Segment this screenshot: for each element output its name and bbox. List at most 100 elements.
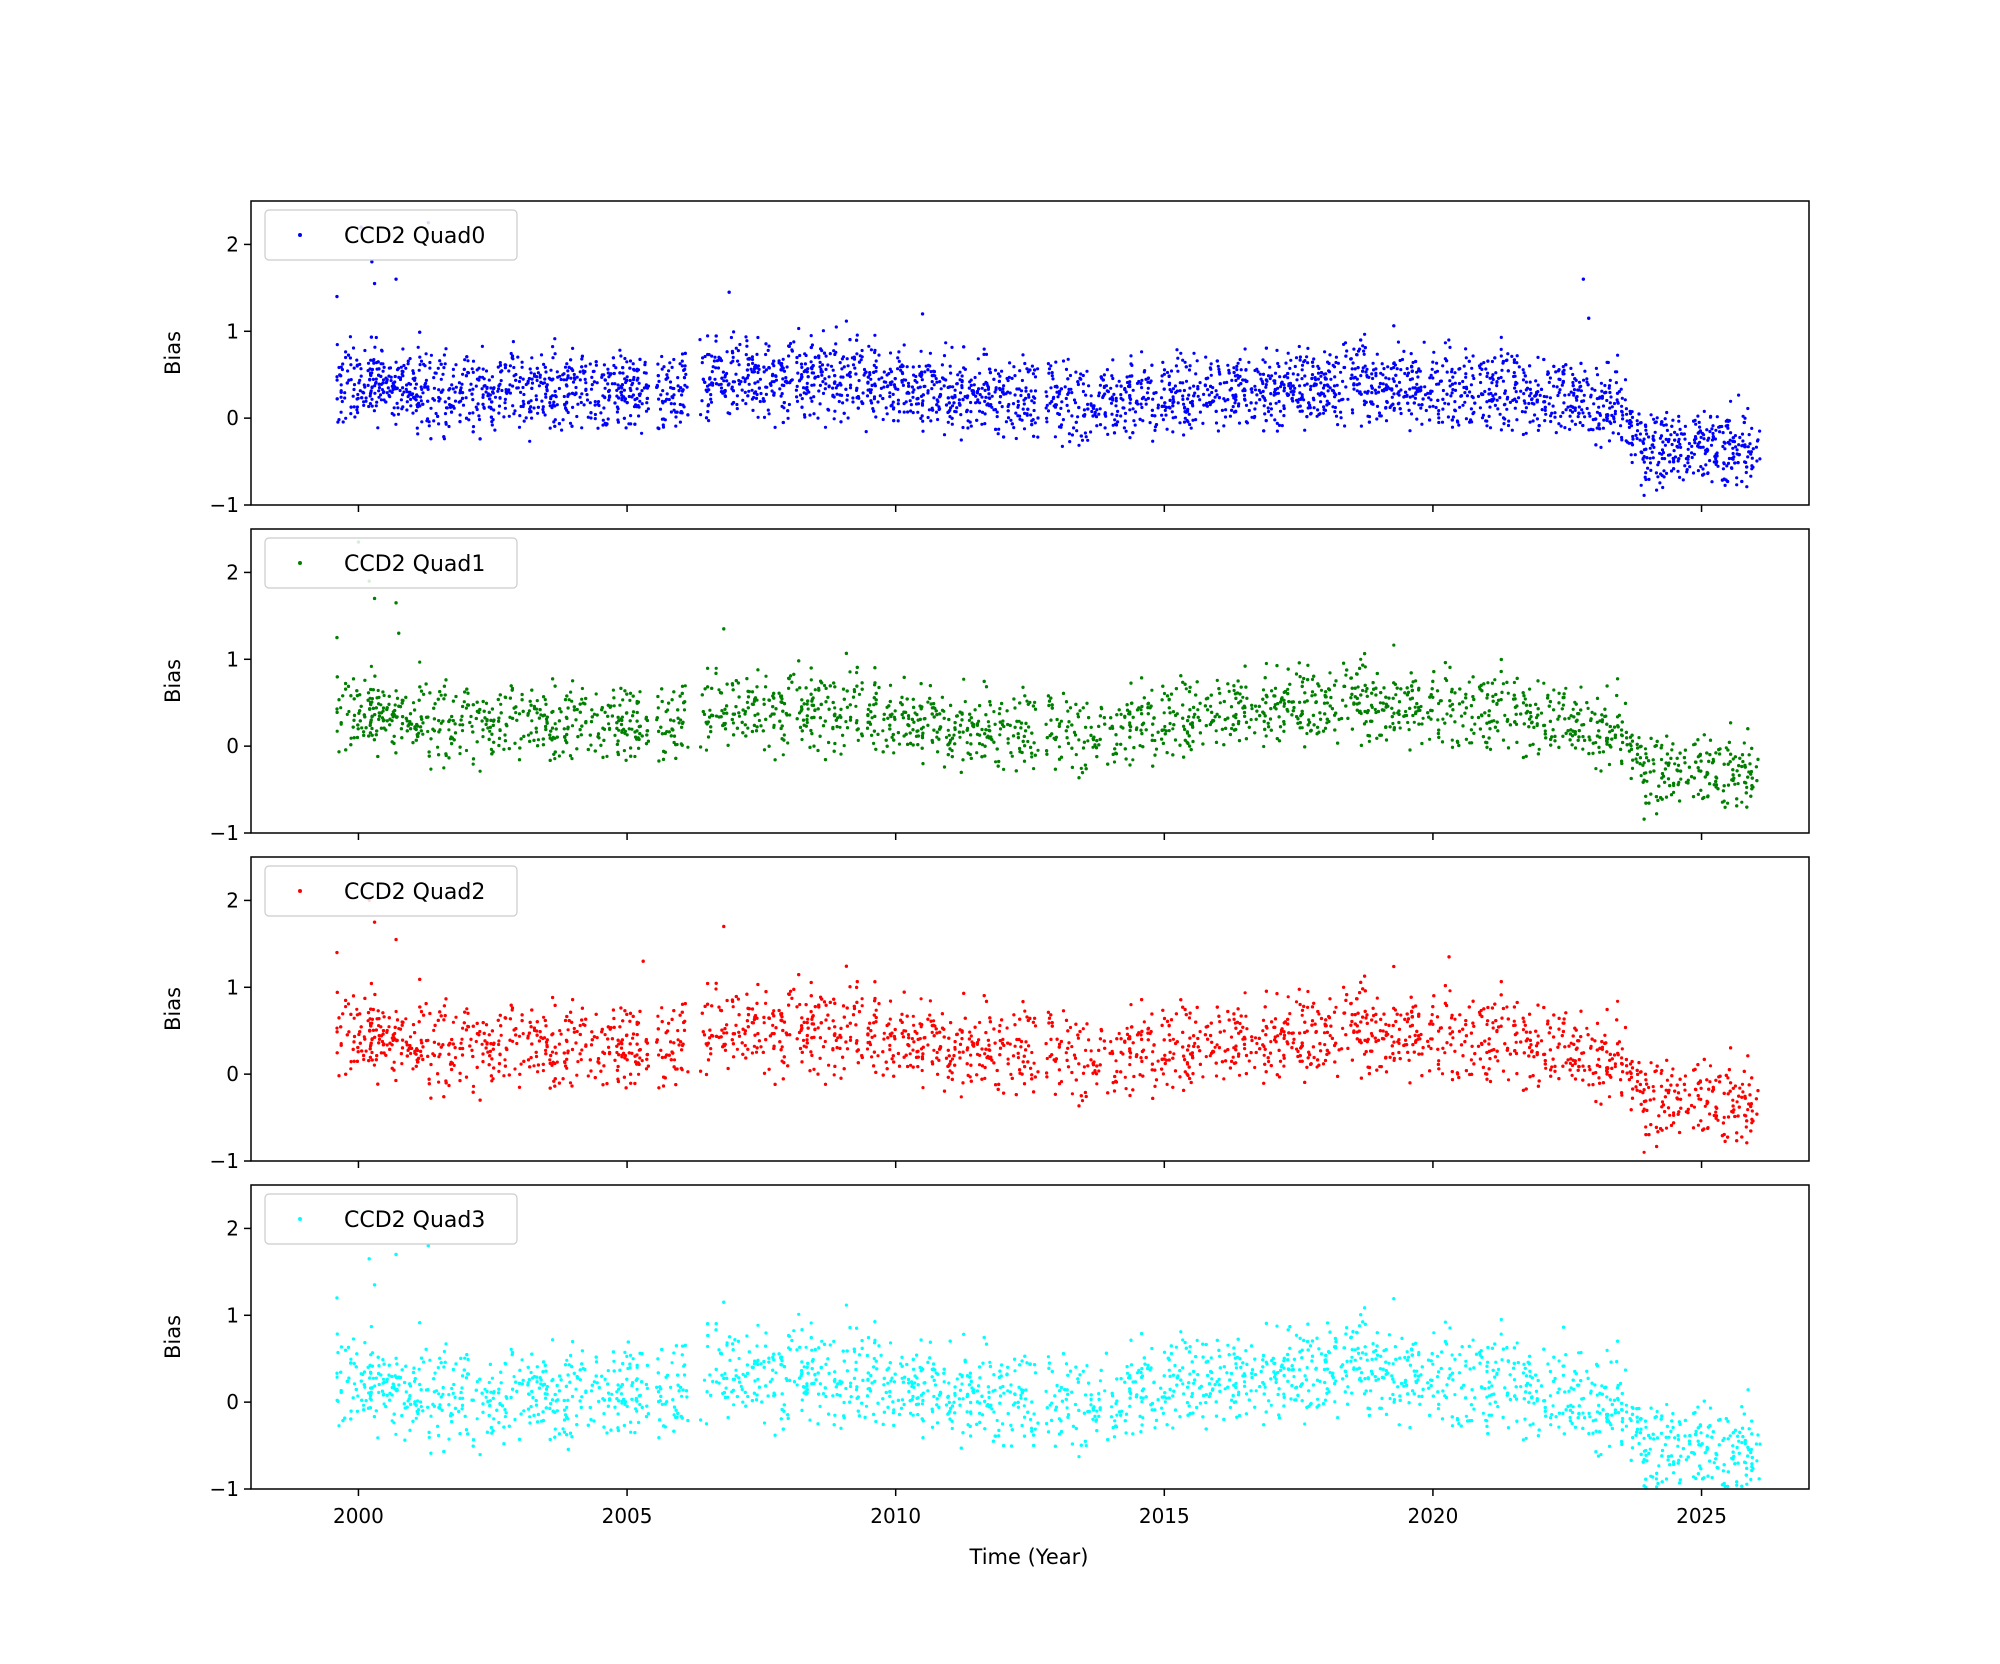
data-point — [1625, 412, 1629, 416]
data-point — [764, 352, 768, 357]
data-point — [976, 357, 980, 361]
data-point — [638, 357, 642, 361]
data-point — [1390, 395, 1394, 399]
data-point — [1569, 404, 1573, 408]
data-point — [1014, 411, 1018, 415]
data-point — [356, 392, 360, 397]
data-point — [838, 361, 842, 365]
data-point — [959, 413, 963, 417]
data-point — [379, 374, 383, 378]
data-point — [882, 385, 886, 389]
data-point — [1282, 389, 1286, 393]
data-point — [1590, 387, 1594, 391]
data-point — [1151, 439, 1155, 443]
data-point — [1457, 423, 1461, 427]
data-point — [1415, 382, 1419, 386]
data-point — [1310, 376, 1314, 381]
data-point — [529, 371, 533, 375]
data-point — [1243, 397, 1247, 401]
data-point — [926, 389, 930, 393]
data-point — [872, 397, 877, 401]
data-point — [1190, 402, 1194, 406]
data-point — [543, 365, 547, 369]
data-point — [593, 412, 598, 417]
data-point — [1417, 386, 1421, 390]
data-point — [1524, 380, 1528, 384]
data-point — [677, 389, 681, 393]
data-point — [1009, 418, 1013, 422]
data-point — [1133, 410, 1138, 414]
data-point — [437, 388, 441, 392]
data-point — [1077, 405, 1081, 410]
data-point — [519, 390, 523, 394]
data-point — [1168, 398, 1172, 402]
data-point — [631, 378, 636, 382]
data-point — [339, 383, 343, 387]
data-point — [1366, 414, 1370, 418]
data-point — [1642, 437, 1646, 441]
data-point — [1309, 411, 1313, 415]
data-point — [1728, 438, 1732, 442]
data-point — [1131, 388, 1135, 392]
data-point — [744, 335, 748, 339]
data-point — [1457, 381, 1462, 386]
data-point — [1701, 445, 1705, 449]
data-point — [432, 386, 436, 390]
data-point — [1140, 378, 1144, 382]
data-point — [1447, 338, 1451, 342]
data-point — [770, 389, 774, 393]
data-point — [477, 414, 481, 418]
data-point — [1660, 448, 1665, 452]
data-point — [865, 394, 870, 398]
data-point — [646, 407, 651, 411]
outlier-point — [335, 294, 339, 299]
data-point — [806, 375, 810, 379]
data-point — [906, 381, 911, 385]
data-point — [518, 414, 522, 418]
data-point — [1243, 388, 1247, 393]
data-point — [1367, 420, 1371, 424]
data-point — [944, 403, 949, 407]
data-point — [1156, 406, 1160, 410]
data-point — [891, 392, 895, 396]
data-point — [586, 415, 590, 419]
data-point — [768, 382, 773, 386]
data-point — [1087, 384, 1091, 388]
data-point — [892, 383, 897, 387]
data-point — [1677, 414, 1681, 418]
data-point — [1253, 407, 1257, 411]
data-point — [368, 377, 372, 381]
data-point — [1264, 346, 1268, 350]
data-point — [873, 333, 877, 337]
data-point — [1426, 391, 1430, 395]
data-point — [1415, 417, 1419, 421]
data-point — [613, 401, 617, 405]
data-point — [589, 416, 593, 420]
data-point — [817, 389, 821, 393]
data-point — [1370, 391, 1374, 395]
data-point — [1183, 416, 1187, 420]
data-point — [821, 380, 825, 384]
data-point — [1005, 376, 1009, 381]
data-point — [375, 400, 379, 404]
data-point — [907, 384, 911, 388]
data-point — [1081, 414, 1086, 418]
data-point — [1690, 451, 1694, 455]
data-point — [1355, 353, 1359, 357]
data-point — [351, 394, 355, 398]
data-point — [530, 416, 534, 420]
data-point — [881, 417, 885, 422]
data-point — [1464, 356, 1468, 360]
data-point — [1045, 394, 1049, 398]
data-point — [1650, 450, 1654, 454]
data-point — [483, 384, 487, 388]
data-point — [1392, 324, 1396, 328]
data-point — [1181, 381, 1185, 385]
data-point — [1740, 432, 1745, 436]
data-point — [1595, 397, 1599, 401]
data-point — [1103, 392, 1107, 396]
data-point — [484, 390, 488, 394]
data-point — [487, 378, 491, 382]
data-point — [1543, 419, 1547, 423]
data-point — [470, 367, 474, 371]
